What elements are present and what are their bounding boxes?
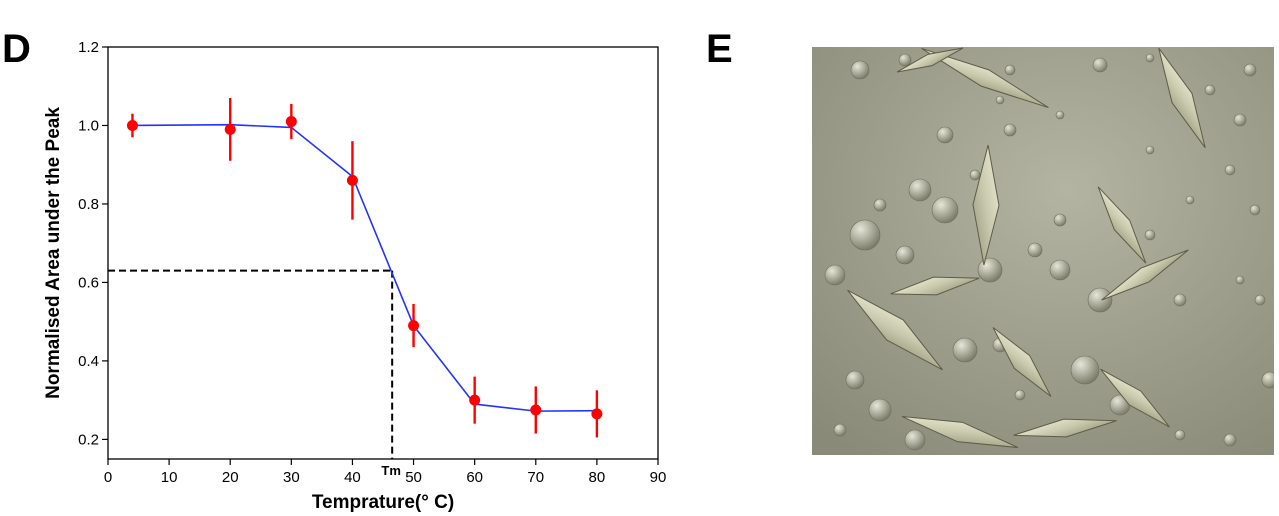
droplet bbox=[969, 169, 981, 181]
crystal bbox=[1013, 418, 1117, 438]
x-tick-label: 50 bbox=[405, 469, 422, 486]
crystal bbox=[1097, 186, 1147, 264]
crystal bbox=[847, 289, 943, 371]
droplet bbox=[1003, 123, 1017, 137]
droplet bbox=[1092, 57, 1108, 73]
data-point bbox=[346, 174, 358, 186]
droplet bbox=[1261, 371, 1274, 389]
x-axis-ticks: 0 10 20 30 40 50 60 70 80 90 bbox=[104, 459, 667, 486]
crystal bbox=[896, 47, 964, 73]
x-axis-title: Temprature(° C) bbox=[312, 492, 454, 513]
y-axis-title: Normalised Area under the Peak bbox=[43, 107, 64, 399]
droplet bbox=[1204, 84, 1216, 96]
tm-label: Tm bbox=[381, 463, 401, 478]
droplet bbox=[1027, 242, 1043, 258]
droplet bbox=[1224, 164, 1236, 176]
y-tick-label: 1.0 bbox=[78, 117, 99, 134]
droplet bbox=[952, 337, 978, 363]
droplet bbox=[1173, 293, 1187, 307]
droplet bbox=[1254, 294, 1266, 306]
x-tick-label: 20 bbox=[222, 469, 239, 486]
droplet bbox=[1243, 63, 1257, 77]
crystal bbox=[921, 47, 1049, 109]
droplet bbox=[1014, 389, 1026, 401]
droplet bbox=[931, 196, 959, 224]
crystals bbox=[847, 47, 1206, 449]
data-point bbox=[224, 123, 236, 135]
crystal-micrograph bbox=[812, 47, 1274, 455]
data-points bbox=[126, 98, 603, 438]
x-tick-label: 80 bbox=[589, 469, 606, 486]
droplet bbox=[1087, 287, 1113, 313]
y-tick-label: 0.4 bbox=[78, 353, 99, 370]
droplet bbox=[1055, 110, 1065, 120]
droplet bbox=[1235, 275, 1245, 285]
droplet bbox=[1070, 355, 1100, 385]
droplet bbox=[1174, 429, 1186, 441]
x-tick-label: 60 bbox=[466, 469, 483, 486]
droplet bbox=[849, 219, 881, 251]
droplet bbox=[904, 429, 926, 451]
crystal bbox=[992, 327, 1052, 397]
panel-letter-e: E bbox=[706, 27, 733, 71]
crystal bbox=[972, 144, 1000, 266]
droplet bbox=[845, 370, 865, 390]
panel-letter-d: D bbox=[2, 27, 31, 71]
x-tick-label: 70 bbox=[527, 469, 544, 486]
y-tick-label: 0.6 bbox=[78, 274, 99, 291]
crystal bbox=[890, 276, 980, 296]
data-point bbox=[591, 408, 603, 420]
droplet bbox=[1233, 113, 1247, 127]
data-point bbox=[285, 116, 297, 128]
droplet bbox=[1145, 53, 1155, 63]
crystal bbox=[1100, 368, 1170, 428]
x-tick-label: 10 bbox=[161, 469, 178, 486]
tm-reference-lines bbox=[108, 269, 394, 459]
droplet bbox=[1004, 64, 1016, 76]
data-point bbox=[126, 119, 138, 131]
x-tick-label: 0 bbox=[104, 469, 112, 486]
y-tick-label: 0.8 bbox=[78, 196, 99, 213]
data-point bbox=[469, 394, 481, 406]
droplet bbox=[977, 257, 1003, 283]
droplet bbox=[824, 264, 846, 286]
droplet bbox=[850, 60, 870, 80]
droplet bbox=[1144, 229, 1156, 241]
y-tick-label: 0.2 bbox=[78, 431, 99, 448]
y-tick-label: 1.2 bbox=[78, 39, 99, 56]
droplet bbox=[868, 398, 892, 422]
data-point bbox=[530, 404, 542, 416]
y-axis-ticks: 0.2 0.4 0.6 0.8 1.0 1.2 bbox=[78, 39, 108, 448]
x-tick-label: 30 bbox=[283, 469, 300, 486]
thermal-stability-chart: 0.2 0.4 0.6 0.8 1.0 1.2 0 10 20 30 40 50 60 70 80 90 T… bbox=[43, 39, 666, 513]
micrograph-background bbox=[812, 47, 1274, 455]
droplet bbox=[908, 178, 932, 202]
crystal bbox=[901, 415, 1019, 449]
plot-frame bbox=[107, 46, 659, 460]
fit-curve bbox=[132, 123, 597, 412]
droplet bbox=[1249, 204, 1261, 216]
droplet bbox=[898, 53, 912, 67]
droplet bbox=[936, 126, 954, 144]
droplet bbox=[1053, 213, 1067, 227]
droplet bbox=[873, 198, 887, 212]
data-point bbox=[408, 320, 420, 332]
droplet bbox=[895, 245, 915, 265]
droplet bbox=[995, 95, 1005, 105]
droplet bbox=[833, 423, 847, 437]
droplet bbox=[1223, 433, 1237, 447]
droplet bbox=[1049, 259, 1071, 281]
x-tick-label: 40 bbox=[344, 469, 361, 486]
x-tick-label: 90 bbox=[650, 469, 667, 486]
crystal bbox=[1101, 249, 1189, 301]
crystal bbox=[1158, 47, 1206, 149]
droplet bbox=[1185, 195, 1195, 205]
droplet bbox=[1145, 145, 1155, 155]
